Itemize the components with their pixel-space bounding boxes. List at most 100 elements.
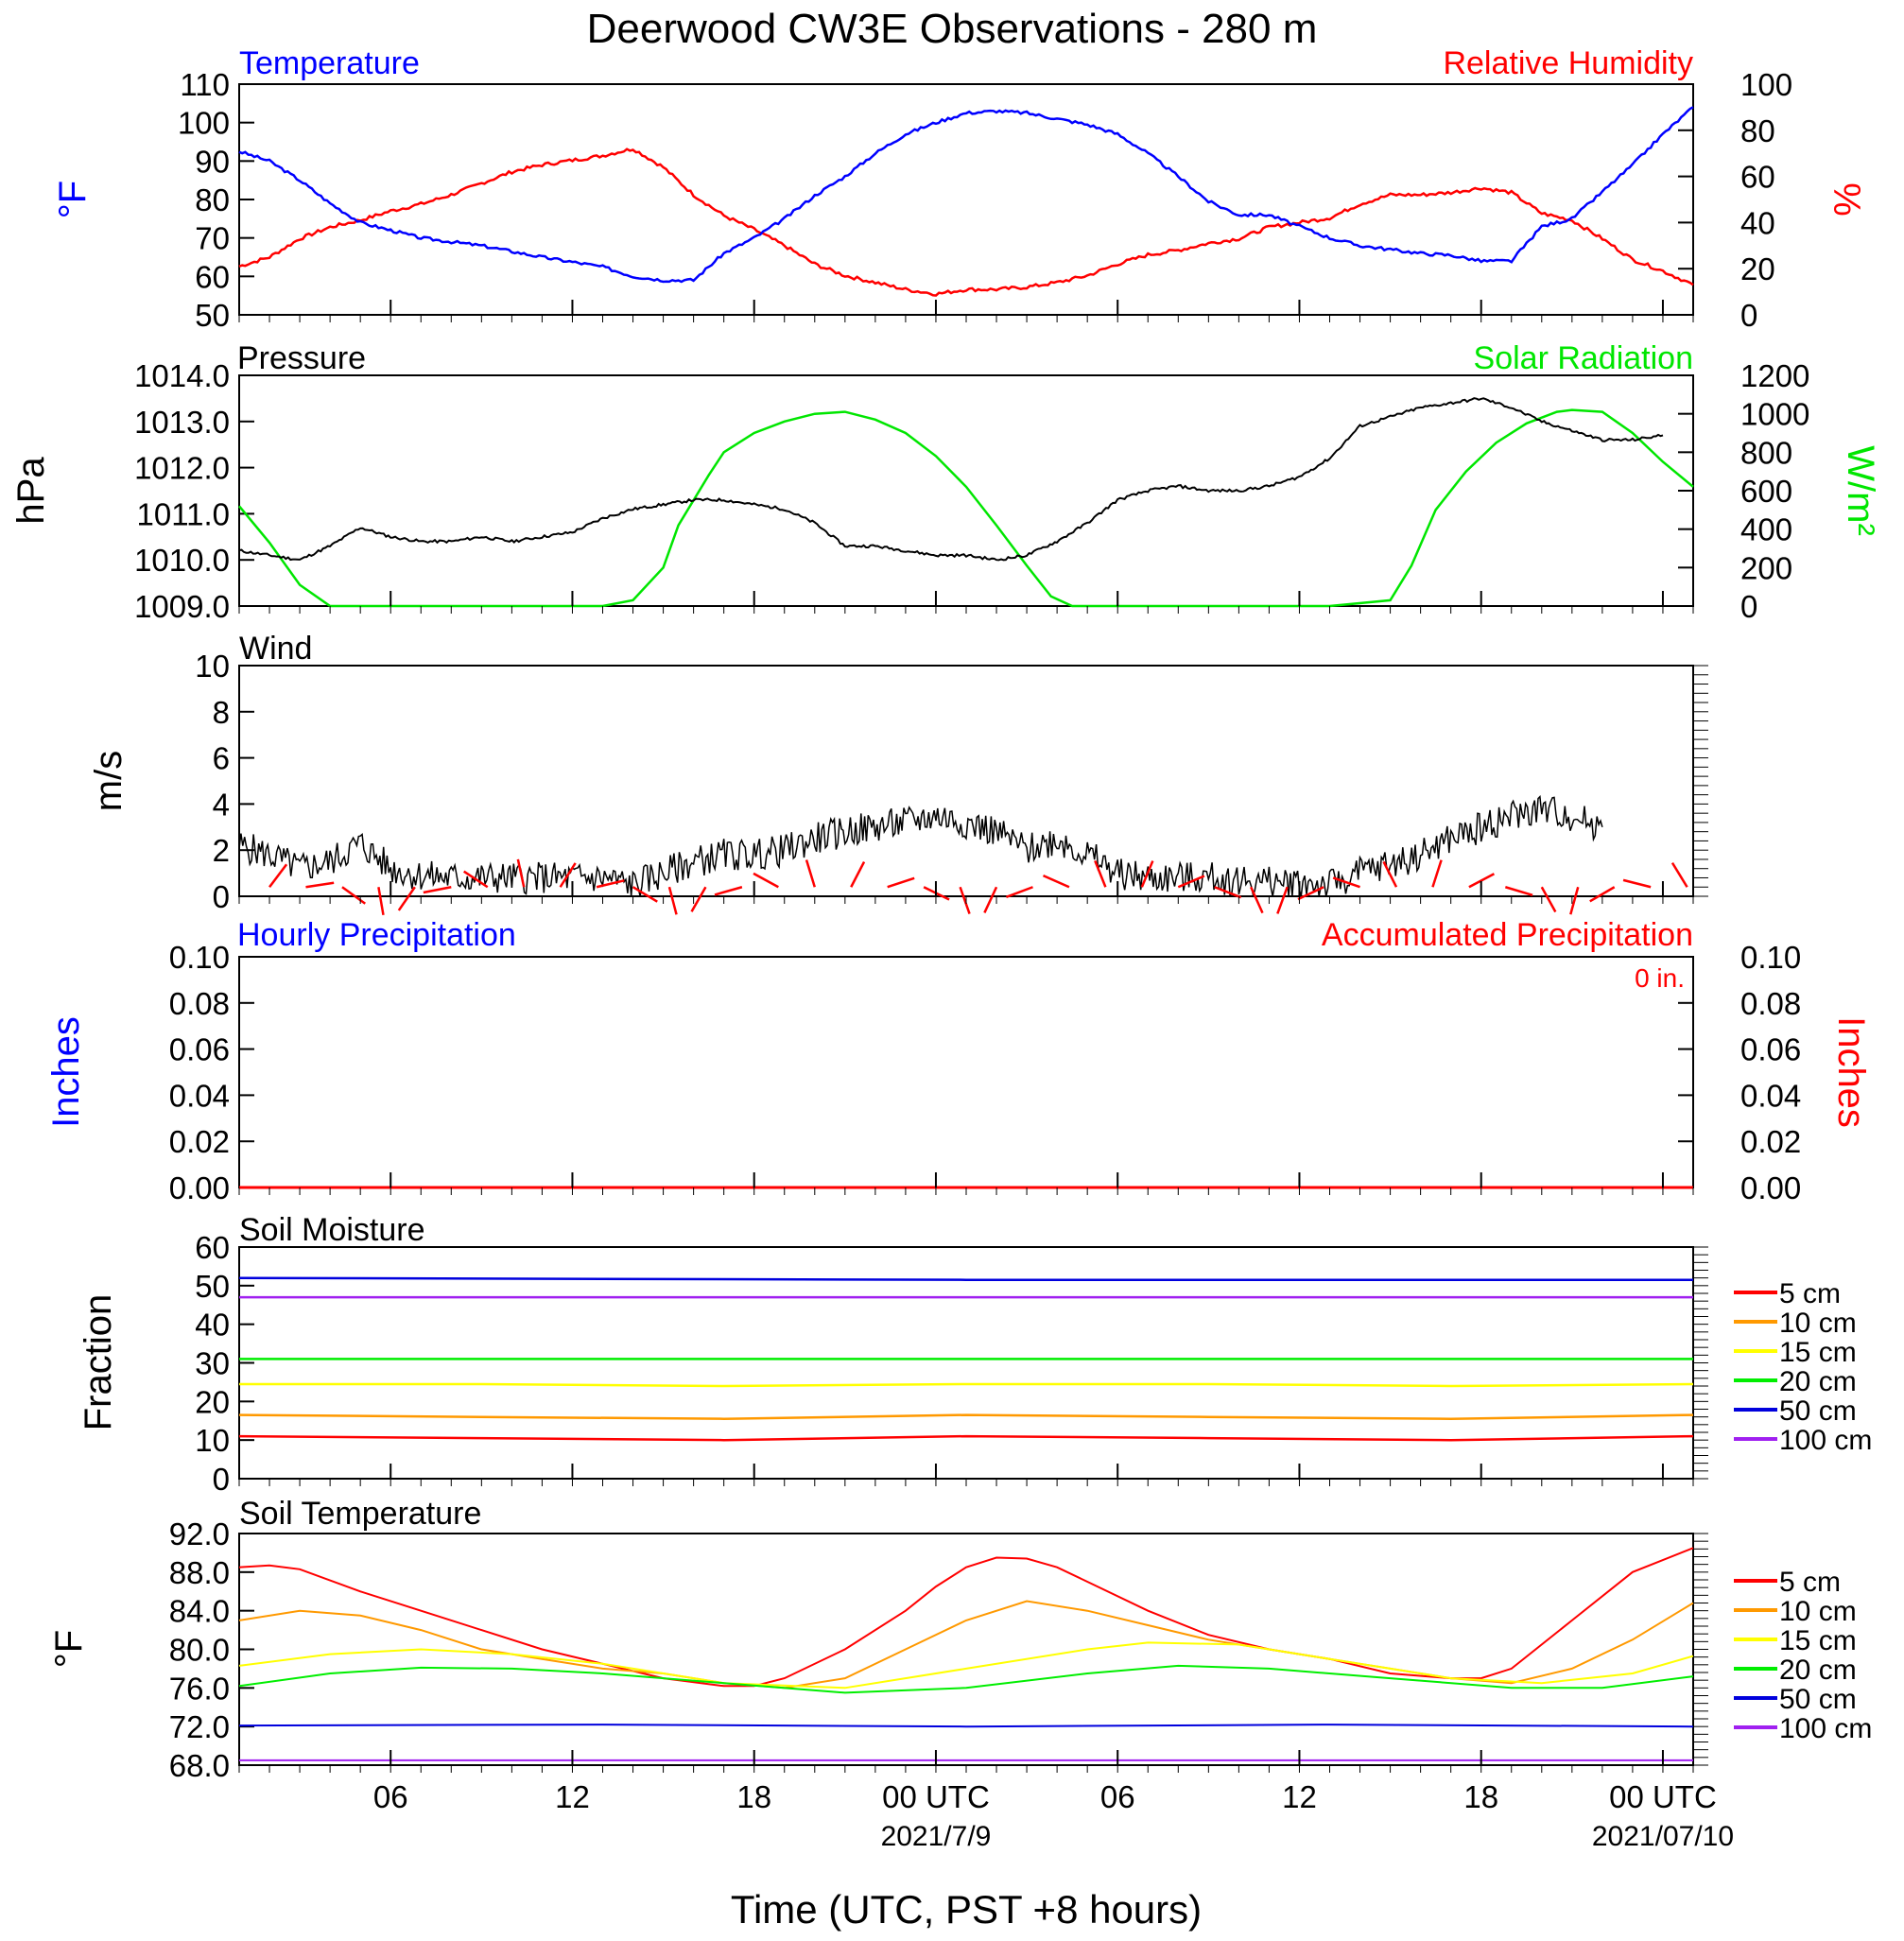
legend-label: 15 cm — [1779, 1625, 1857, 1656]
wind-barb — [1382, 860, 1398, 888]
wind-series — [238, 795, 1603, 898]
soil-moisture-series — [238, 1413, 1694, 1420]
wind-barb — [983, 886, 998, 913]
legend-label: 100 cm — [1779, 1713, 1872, 1744]
y-tick-label: 40 — [195, 1308, 230, 1343]
y-tick-label: 4 — [213, 787, 230, 822]
x-date-label: 2021/07/10 — [1592, 1821, 1734, 1852]
x-axis-label: Time (UTC, PST +8 hours) — [731, 1887, 1202, 1932]
wind-barb — [959, 886, 971, 914]
wind-barb — [690, 886, 707, 912]
temperature-unit: °F — [52, 181, 94, 218]
legend-label: 5 cm — [1779, 1278, 1841, 1309]
y-tick-label-right: 40 — [1740, 205, 1775, 240]
y-tick-label: 60 — [195, 1230, 230, 1265]
y-tick-label-right: 0 — [1740, 589, 1757, 624]
y-tick-label: 80.0 — [169, 1633, 230, 1668]
y-tick-label: 68.0 — [169, 1748, 230, 1783]
soil-temp-series — [238, 1664, 1694, 1694]
solar-label: Solar Radiation — [1474, 340, 1693, 376]
wind-barb — [1622, 878, 1652, 889]
wind-barb — [1094, 859, 1107, 888]
wind-barb — [753, 872, 779, 889]
y-tick-label: 84.0 — [169, 1594, 230, 1629]
humidity-series — [238, 147, 1694, 297]
soil-moisture-unit: Fraction — [78, 1294, 119, 1431]
y-tick-label: 0 — [213, 879, 230, 914]
y-tick-label: 90 — [195, 144, 230, 179]
wind-barb — [850, 861, 866, 888]
y-tick-label-right: 800 — [1740, 435, 1792, 470]
humidity-label: Relative Humidity — [1443, 45, 1693, 81]
y-tick-label: 10 — [195, 649, 230, 684]
wind-barb — [397, 886, 416, 911]
y-tick-label: 30 — [195, 1346, 230, 1381]
y-tick-label-right: 400 — [1740, 512, 1792, 547]
wind-barb — [667, 886, 678, 915]
wind-barb — [1250, 886, 1264, 914]
y-tick-label: 2 — [213, 833, 230, 868]
legend-label: 20 cm — [1779, 1366, 1857, 1397]
pressure-label: Pressure — [237, 340, 366, 376]
y-tick-label: 0.10 — [169, 940, 230, 975]
y-tick-label-right: 0.02 — [1740, 1124, 1801, 1159]
y-tick-label: 1012.0 — [134, 451, 230, 486]
humidity-unit: % — [1826, 182, 1867, 217]
wind-label: Wind — [239, 631, 312, 667]
x-tick-label: 12 — [1282, 1779, 1317, 1814]
y-tick-label: 1010.0 — [134, 543, 230, 578]
x-tick-label: 00 UTC — [882, 1779, 990, 1814]
wind-barb — [1589, 886, 1616, 903]
legend-label: 20 cm — [1779, 1655, 1857, 1686]
wind-barb — [559, 862, 577, 888]
soil-temp-series — [238, 1724, 1694, 1728]
accum-precip-total: 0 in. — [1635, 963, 1685, 993]
y-tick-label: 70 — [195, 221, 230, 256]
pressure-unit: hPa — [10, 457, 52, 525]
x-tick-label: 18 — [736, 1779, 771, 1814]
wind-barb — [1177, 875, 1205, 889]
solar-unit: W/m² — [1840, 445, 1881, 536]
y-tick-label: 92.0 — [169, 1516, 230, 1551]
y-tick-label-right: 0 — [1740, 298, 1757, 333]
legend-label: 10 cm — [1779, 1308, 1857, 1339]
x-tick-label: 18 — [1463, 1779, 1498, 1814]
x-axis: 06 12 18 00 UTC 06 12 18 00 UTC 2021/7/9 2021/07/… — [238, 300, 1734, 1852]
y-tick-label-right: 60 — [1740, 160, 1775, 195]
y-tick-label: 1013.0 — [134, 405, 230, 440]
hourly-precip-label: Hourly Precipitation — [237, 917, 516, 953]
temperature-series — [238, 106, 1694, 284]
pressure-series — [238, 397, 1664, 562]
y-tick-label: 110 — [180, 67, 230, 102]
wind-barb — [1276, 886, 1289, 914]
legend-label: 10 cm — [1779, 1596, 1857, 1627]
y-tick-label: 60 — [195, 259, 230, 294]
y-tick-label: 0.06 — [169, 1032, 230, 1067]
wind-barb — [714, 886, 743, 896]
y-tick-label: 50 — [195, 298, 230, 333]
panel-temperature-humidity: Temperature Relative Humidity °F % 50607… — [52, 45, 1867, 333]
legend-label: 15 cm — [1779, 1337, 1857, 1368]
y-tick-label-right: 0.10 — [1740, 940, 1801, 975]
wind-barb — [463, 870, 489, 889]
soil-temp-series — [238, 1641, 1694, 1690]
y-tick-label: 1011.0 — [137, 496, 230, 531]
soil-moisture-series — [238, 1434, 1694, 1442]
wind-barb — [423, 886, 452, 894]
y-tick-label: 1009.0 — [134, 589, 230, 624]
wind-barb — [632, 886, 658, 903]
y-tick-label: 72.0 — [169, 1709, 230, 1744]
x-tick-label: 06 — [373, 1779, 408, 1814]
wind-barb — [1540, 886, 1557, 913]
wind-barb — [1670, 861, 1688, 888]
soil-temp-unit: °F — [48, 1630, 90, 1668]
y-tick-label-right: 0.00 — [1740, 1170, 1801, 1205]
wind-barb — [268, 863, 288, 888]
wind-barb — [1332, 876, 1360, 889]
wind-barb — [805, 859, 816, 888]
wind-barb — [887, 876, 915, 889]
wind-barb — [1569, 886, 1580, 915]
y-tick-label: 0.02 — [169, 1124, 230, 1159]
y-tick-label-right: 0.08 — [1740, 986, 1801, 1021]
